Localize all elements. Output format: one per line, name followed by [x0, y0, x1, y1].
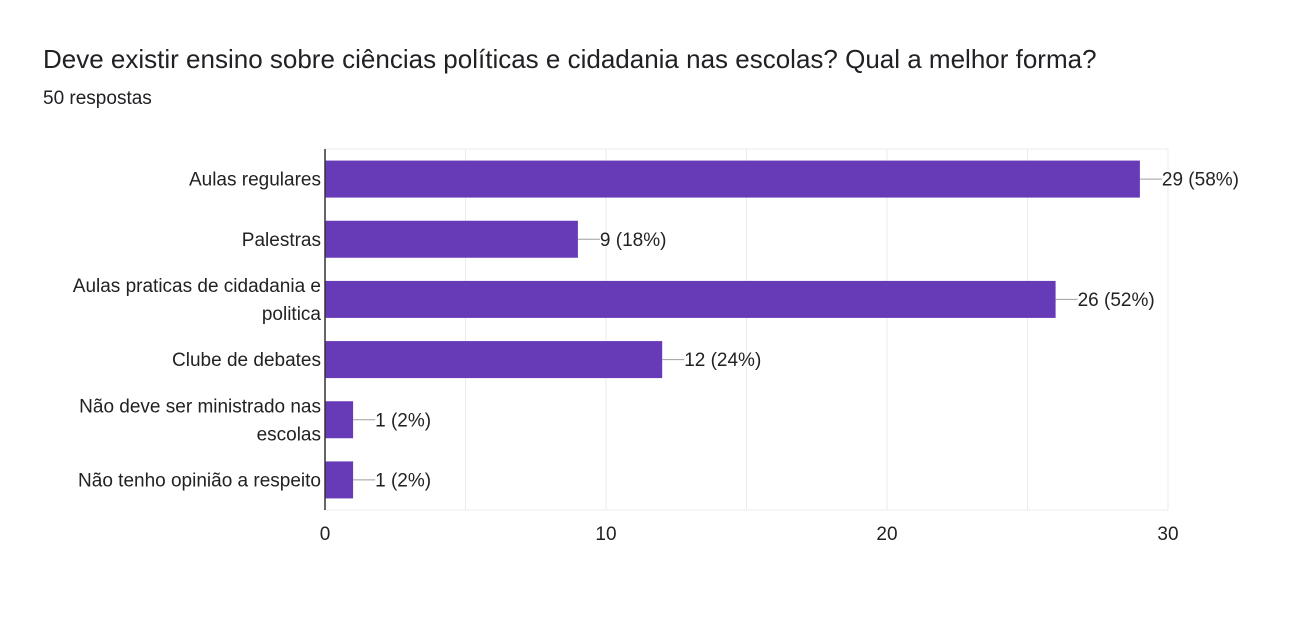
- category-label: Não tenho opinião a respeito: [78, 470, 321, 491]
- category-label: Aulas regulares: [189, 170, 321, 191]
- data-label: 1 (2%): [375, 410, 431, 431]
- data-label: 12 (24%): [684, 350, 761, 371]
- category-label: politica: [262, 304, 322, 325]
- category-label: Clube de debates: [172, 350, 321, 371]
- category-label: escolas: [257, 424, 321, 445]
- category-label: Não deve ser ministrado nas: [79, 396, 321, 417]
- data-label: 9 (18%): [600, 230, 667, 251]
- x-tick-label: 20: [876, 524, 897, 545]
- data-label: 29 (58%): [1162, 170, 1239, 191]
- bar: [325, 341, 663, 379]
- response-count: 50 respostas: [43, 88, 152, 109]
- bar: [325, 160, 1140, 198]
- bar: [325, 401, 354, 439]
- bar: [325, 220, 578, 258]
- category-label: Aulas praticas de cidadania e: [73, 276, 321, 297]
- x-tick-label: 30: [1157, 524, 1178, 545]
- bar: [325, 280, 1056, 318]
- x-tick-label: 10: [595, 524, 616, 545]
- bar: [325, 461, 354, 499]
- x-tick-label: 0: [320, 524, 331, 545]
- data-label: 1 (2%): [375, 470, 431, 491]
- data-label: 26 (52%): [1078, 290, 1155, 311]
- question-title: Deve existir ensino sobre ciências polít…: [43, 44, 1097, 74]
- category-label: Palestras: [242, 230, 321, 251]
